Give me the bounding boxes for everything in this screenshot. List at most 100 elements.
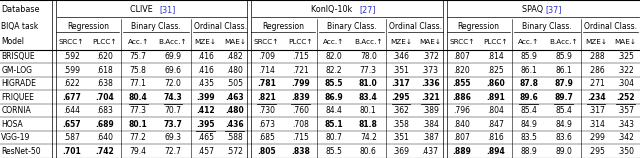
Text: Ordinal Class.: Ordinal Class. xyxy=(584,22,637,31)
Text: .708: .708 xyxy=(292,120,308,129)
Text: .436: .436 xyxy=(225,120,244,129)
Text: .685: .685 xyxy=(258,133,275,142)
Text: .317: .317 xyxy=(392,79,410,88)
Text: 80.6: 80.6 xyxy=(360,147,377,156)
Text: .369: .369 xyxy=(392,147,410,156)
Text: Ordinal Class.: Ordinal Class. xyxy=(389,22,442,31)
Text: 75.8: 75.8 xyxy=(130,66,147,75)
Text: 82.0: 82.0 xyxy=(325,52,342,61)
Text: .299: .299 xyxy=(588,133,605,142)
Text: 69.6: 69.6 xyxy=(164,66,182,75)
Text: [27]: [27] xyxy=(360,5,376,14)
Text: .796: .796 xyxy=(453,106,470,115)
Text: .588: .588 xyxy=(227,133,243,142)
Text: .295: .295 xyxy=(588,147,605,156)
Text: 87.8: 87.8 xyxy=(519,79,538,88)
Text: .847: .847 xyxy=(487,120,504,129)
Text: .412: .412 xyxy=(196,106,215,115)
Text: 79.4: 79.4 xyxy=(130,147,147,156)
Text: .709: .709 xyxy=(258,52,275,61)
Text: .620: .620 xyxy=(97,52,113,61)
Text: 87.9: 87.9 xyxy=(554,79,573,88)
Text: .689: .689 xyxy=(95,120,115,129)
Text: 75.7: 75.7 xyxy=(130,52,147,61)
Text: .286: .286 xyxy=(588,66,605,75)
Text: .322: .322 xyxy=(617,66,634,75)
Text: .894: .894 xyxy=(486,147,505,156)
Text: .592: .592 xyxy=(63,52,80,61)
Text: .673: .673 xyxy=(258,120,275,129)
Text: .701: .701 xyxy=(62,147,81,156)
Text: .350: .350 xyxy=(617,147,634,156)
Text: 89.6: 89.6 xyxy=(520,93,538,102)
Text: .416: .416 xyxy=(197,52,214,61)
Text: BRISQUE: BRISQUE xyxy=(1,52,35,61)
Text: 85.5: 85.5 xyxy=(325,147,342,156)
Text: .683: .683 xyxy=(97,106,113,115)
Text: Database: Database xyxy=(1,5,40,14)
Text: .807: .807 xyxy=(454,52,470,61)
Text: .437: .437 xyxy=(422,147,438,156)
Text: .721: .721 xyxy=(292,66,308,75)
Text: Acc.↑: Acc.↑ xyxy=(127,39,149,45)
Text: [37]: [37] xyxy=(546,5,562,14)
Text: .730: .730 xyxy=(258,106,275,115)
Text: CLIVE: CLIVE xyxy=(129,5,155,14)
Text: GM-LOG: GM-LOG xyxy=(1,66,32,75)
Text: MAE↓: MAE↓ xyxy=(614,39,636,45)
Text: 85.4: 85.4 xyxy=(520,106,537,115)
Text: 86.1: 86.1 xyxy=(520,66,537,75)
Text: .304: .304 xyxy=(617,79,634,88)
Text: .435: .435 xyxy=(197,79,214,88)
Text: PLCC↑: PLCC↑ xyxy=(288,39,312,45)
Text: 83.5: 83.5 xyxy=(520,133,537,142)
Text: .715: .715 xyxy=(292,133,308,142)
Text: FRIQUEE: FRIQUEE xyxy=(1,93,34,102)
Text: 72.0: 72.0 xyxy=(164,79,181,88)
Text: .814: .814 xyxy=(487,52,504,61)
Text: MAE↓: MAE↓ xyxy=(419,39,441,45)
Text: SRCC↑: SRCC↑ xyxy=(254,39,279,45)
Text: 77.3: 77.3 xyxy=(130,106,147,115)
Text: ResNet-50: ResNet-50 xyxy=(1,147,41,156)
Text: .395: .395 xyxy=(196,120,215,129)
Text: 69.3: 69.3 xyxy=(164,133,182,142)
Text: .572: .572 xyxy=(227,147,243,156)
Text: .715: .715 xyxy=(292,52,308,61)
Text: Binary Class.: Binary Class. xyxy=(522,22,572,31)
Text: .805: .805 xyxy=(257,147,276,156)
Text: .804: .804 xyxy=(487,106,504,115)
Text: Binary Class.: Binary Class. xyxy=(131,22,181,31)
Text: .886: .886 xyxy=(452,93,471,102)
Text: 89.7: 89.7 xyxy=(554,93,573,102)
Text: 86.9: 86.9 xyxy=(324,93,343,102)
Text: .505: .505 xyxy=(227,79,243,88)
Text: Acc.↑: Acc.↑ xyxy=(323,39,344,45)
Text: SPAQ: SPAQ xyxy=(522,5,546,14)
Text: 80.4: 80.4 xyxy=(129,93,148,102)
Text: .816: .816 xyxy=(487,133,504,142)
Text: .640: .640 xyxy=(97,133,113,142)
Text: .760: .760 xyxy=(292,106,308,115)
Text: KonIQ-10k: KonIQ-10k xyxy=(311,5,355,14)
Text: Regression: Regression xyxy=(458,22,499,31)
Text: 83.6: 83.6 xyxy=(555,133,572,142)
Text: .399: .399 xyxy=(196,93,215,102)
Text: .465: .465 xyxy=(197,133,214,142)
Text: HOSA: HOSA xyxy=(1,120,23,129)
Text: .346: .346 xyxy=(392,52,410,61)
Text: .234: .234 xyxy=(587,93,605,102)
Text: .618: .618 xyxy=(97,66,113,75)
Text: .799: .799 xyxy=(291,79,310,88)
Text: .839: .839 xyxy=(291,93,310,102)
Text: .271: .271 xyxy=(588,79,605,88)
Text: .343: .343 xyxy=(617,120,634,129)
Text: .288: .288 xyxy=(588,52,604,61)
Text: .644: .644 xyxy=(63,106,80,115)
Text: .891: .891 xyxy=(486,93,505,102)
Text: .295: .295 xyxy=(392,93,410,102)
Text: .820: .820 xyxy=(454,66,470,75)
Text: .351: .351 xyxy=(392,133,409,142)
Text: .480: .480 xyxy=(227,66,243,75)
Text: .704: .704 xyxy=(95,93,115,102)
